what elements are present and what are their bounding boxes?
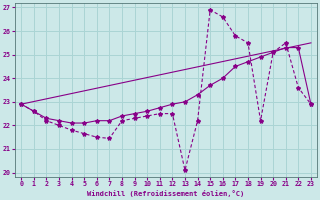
- X-axis label: Windchill (Refroidissement éolien,°C): Windchill (Refroidissement éolien,°C): [87, 190, 245, 197]
